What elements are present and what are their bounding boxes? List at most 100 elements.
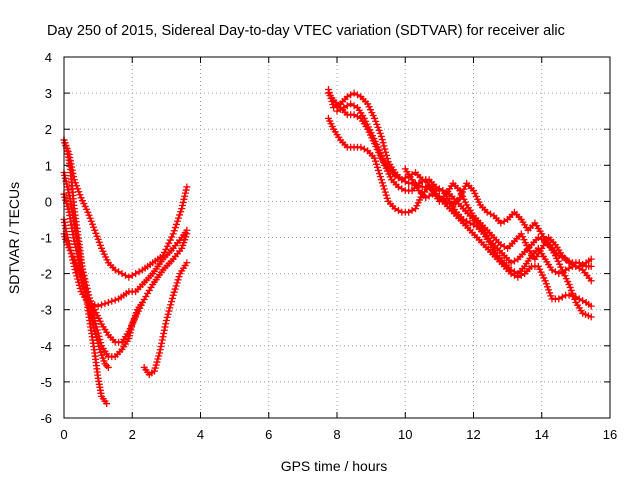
- data-point-marker: [379, 155, 386, 163]
- data-point-marker: [160, 326, 168, 334]
- data-point-marker: [380, 158, 388, 166]
- data-point-marker: [374, 123, 382, 131]
- data-point-marker: [177, 208, 185, 216]
- data-point-marker: [76, 284, 84, 292]
- data-point-marker: [163, 242, 171, 250]
- data-point-marker: [327, 95, 335, 103]
- y-tick-label: -6: [40, 411, 52, 426]
- data-point-marker: [166, 304, 174, 312]
- data-point-marker: [92, 333, 100, 341]
- y-tick-label: 2: [45, 122, 52, 137]
- data-point-marker: [329, 101, 337, 109]
- data-point-marker: [86, 308, 94, 316]
- data-point-marker: [90, 324, 98, 332]
- data-point-marker: [172, 220, 180, 228]
- data-point-marker: [75, 281, 83, 289]
- data-point-marker: [174, 276, 182, 284]
- data-point-marker: [98, 301, 106, 309]
- data-point-marker: [158, 339, 166, 347]
- data-point-marker: [374, 166, 382, 174]
- x-tick-label: 4: [197, 427, 204, 442]
- data-point-marker: [167, 301, 175, 309]
- series-layer: [60, 85, 595, 408]
- y-tick-label: 3: [45, 86, 52, 101]
- y-tick-label: -2: [40, 267, 52, 282]
- chart-title: Day 250 of 2015, Sidereal Day-to-day VTE…: [47, 23, 565, 39]
- series-arc-10: [324, 114, 595, 310]
- data-point-marker: [162, 317, 170, 325]
- data-point-marker: [381, 188, 389, 196]
- data-point-marker: [587, 262, 595, 270]
- y-tick-label: 1: [45, 158, 52, 173]
- data-point-marker: [162, 245, 170, 253]
- data-point-marker: [372, 160, 380, 168]
- data-point-marker: [63, 202, 71, 210]
- data-point-marker: [175, 273, 183, 281]
- data-point-marker: [104, 298, 112, 306]
- data-point-marker: [156, 346, 164, 354]
- data-point-marker: [382, 148, 390, 156]
- data-point-marker: [82, 285, 90, 293]
- data-point-marker: [570, 292, 578, 300]
- data-point-marker: [375, 146, 383, 154]
- data-point-marker: [373, 163, 381, 171]
- data-point-marker: [94, 235, 102, 243]
- data-point-marker: [94, 302, 102, 310]
- data-point-marker: [91, 226, 99, 234]
- data-point-marker: [171, 224, 179, 232]
- data-point-marker: [84, 208, 92, 216]
- data-point-marker: [568, 289, 576, 297]
- data-point-marker: [168, 294, 176, 302]
- data-point-marker: [88, 315, 96, 323]
- y-tick-label: -5: [40, 375, 52, 390]
- data-point-marker: [90, 223, 98, 231]
- y-tick-label: 0: [45, 194, 52, 209]
- data-point-marker: [375, 170, 383, 178]
- data-point-marker: [101, 300, 109, 308]
- data-point-marker: [378, 136, 386, 144]
- data-point-marker: [383, 155, 391, 163]
- data-point-marker: [165, 239, 173, 247]
- data-point-marker: [179, 198, 187, 206]
- data-point-marker: [377, 132, 385, 140]
- data-point-marker: [587, 313, 595, 321]
- data-point-marker: [567, 286, 575, 294]
- data-point-marker: [372, 157, 380, 165]
- data-point-marker: [92, 229, 100, 237]
- data-point-marker: [71, 179, 79, 187]
- data-point-marker: [171, 285, 179, 293]
- data-point-marker: [372, 117, 380, 125]
- data-point-marker: [154, 355, 162, 363]
- data-point-marker: [181, 192, 189, 200]
- x-tick-label: 6: [265, 427, 272, 442]
- data-point-marker: [546, 289, 554, 297]
- data-point-marker: [64, 205, 72, 213]
- data-point-marker: [83, 288, 91, 296]
- data-point-marker: [571, 295, 579, 303]
- data-point-marker: [88, 220, 96, 228]
- data-point-marker: [74, 253, 82, 261]
- data-point-marker: [375, 126, 383, 134]
- data-point-marker: [178, 205, 186, 213]
- data-point-marker: [324, 85, 332, 93]
- data-point-marker: [88, 318, 96, 326]
- data-point-marker: [150, 367, 158, 375]
- data-point-marker: [383, 194, 391, 202]
- data-point-marker: [164, 310, 172, 318]
- x-axis-title: GPS time / hours: [281, 458, 388, 474]
- data-point-marker: [381, 145, 389, 153]
- data-point-marker: [73, 182, 81, 190]
- data-point-marker: [70, 255, 78, 263]
- data-point-marker: [92, 330, 100, 338]
- data-point-marker: [183, 230, 191, 238]
- data-point-marker: [76, 191, 84, 199]
- data-point-marker: [161, 323, 169, 331]
- data-point-marker: [380, 142, 388, 150]
- data-point-marker: [173, 217, 181, 225]
- data-point-marker: [173, 279, 181, 287]
- data-point-marker: [376, 129, 384, 137]
- data-point-marker: [587, 302, 595, 310]
- data-point-marker: [89, 321, 97, 329]
- data-point-marker: [86, 214, 94, 222]
